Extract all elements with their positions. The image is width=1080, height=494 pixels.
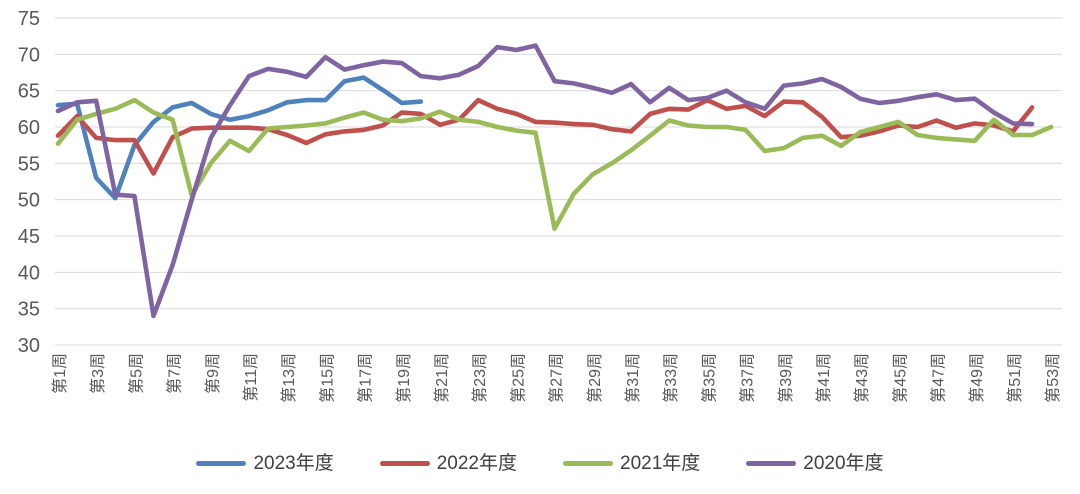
y-axis-tick-label: 45 <box>18 226 40 248</box>
legend-label-2022: 2022年度 <box>436 452 517 474</box>
legend-label-2021: 2021年度 <box>620 452 701 474</box>
x-axis-tick-label: 第41周 <box>815 353 833 403</box>
x-axis-tick-label: 第39周 <box>777 353 795 403</box>
y-axis-tick-label: 75 <box>18 8 40 30</box>
x-axis-tick-label: 第21周 <box>433 353 451 403</box>
x-axis-tick-label: 第9周 <box>204 353 222 394</box>
x-axis-tick-label: 第51周 <box>1006 353 1024 403</box>
x-axis-tick-label: 第47周 <box>930 353 948 403</box>
legend-label-2020: 2020年度 <box>803 452 884 474</box>
x-axis-tick-label: 第23周 <box>471 353 489 403</box>
y-axis-tick-label: 55 <box>18 153 40 175</box>
x-axis-tick-label: 第3周 <box>89 353 107 394</box>
legend-swatch-2023 <box>196 460 247 466</box>
legend-item-2022: 2022年度 <box>379 452 517 474</box>
legend-swatch-2022 <box>379 460 430 466</box>
legend-label-2023: 2023年度 <box>253 452 334 474</box>
x-axis-tick-label: 第37周 <box>739 353 757 403</box>
x-axis-tick-label: 第43周 <box>853 353 871 403</box>
series-line-2022年度 <box>55 97 1035 176</box>
x-axis-tick-label: 第11周 <box>242 353 260 402</box>
legend-item-2020: 2020年度 <box>746 452 884 474</box>
x-axis-tick-label: 第35周 <box>700 353 718 403</box>
x-axis-tick-label: 第15周 <box>318 353 336 403</box>
chart-legend: 2023年度 2022年度 2021年度 2020年度 <box>0 442 1080 484</box>
legend-item-2023: 2023年度 <box>196 452 334 474</box>
legend-swatch-2020 <box>746 460 797 466</box>
x-axis-tick-label: 第1周 <box>51 353 69 394</box>
x-axis-tick-label: 第13周 <box>280 353 298 403</box>
y-axis-tick-label: 60 <box>18 117 40 139</box>
chart-area: 30 35 40 45 50 55 60 65 70 75 第1周 第3周 第5周 第7周 第9周 第11周 第… <box>18 8 1062 403</box>
x-axis-tick-label: 第31周 <box>624 353 642 403</box>
x-axis-tick-label: 第29周 <box>586 353 604 403</box>
x-axis-tick-label: 第49周 <box>968 353 986 403</box>
x-axis-tick-label: 第7周 <box>166 353 184 394</box>
x-axis-tick-label: 第5周 <box>127 353 145 394</box>
series-line-2020年度 <box>55 43 1035 319</box>
x-axis-tick-label: 第27周 <box>548 353 566 403</box>
x-axis-tick-label: 第45周 <box>891 353 909 403</box>
y-axis-tick-label: 65 <box>18 81 40 103</box>
x-axis-tick-label: 第33周 <box>662 353 680 403</box>
series-line-2023年度 <box>55 75 424 201</box>
series-line-2021年度 <box>55 97 1054 231</box>
y-axis-tick-label: 70 <box>18 44 40 66</box>
y-axis-tick-label: 35 <box>18 299 40 321</box>
line-chart: 30 35 40 45 50 55 60 65 70 75 第1周 第3周 第5周 第7周 第9周 第11周 第… <box>18 8 1062 403</box>
y-axis-tick-label: 40 <box>18 262 40 284</box>
x-axis-tick-label: 第25周 <box>509 353 527 403</box>
legend-swatch-2021 <box>563 460 613 466</box>
x-axis-tick-label: 第19周 <box>395 353 413 403</box>
y-axis-tick-label: 50 <box>18 190 40 212</box>
x-axis-tick-label: 第53周 <box>1044 353 1062 403</box>
y-axis-tick-label: 30 <box>18 335 40 357</box>
legend-item-2021: 2021年度 <box>563 454 700 473</box>
x-axis-tick-label: 第17周 <box>357 353 375 403</box>
